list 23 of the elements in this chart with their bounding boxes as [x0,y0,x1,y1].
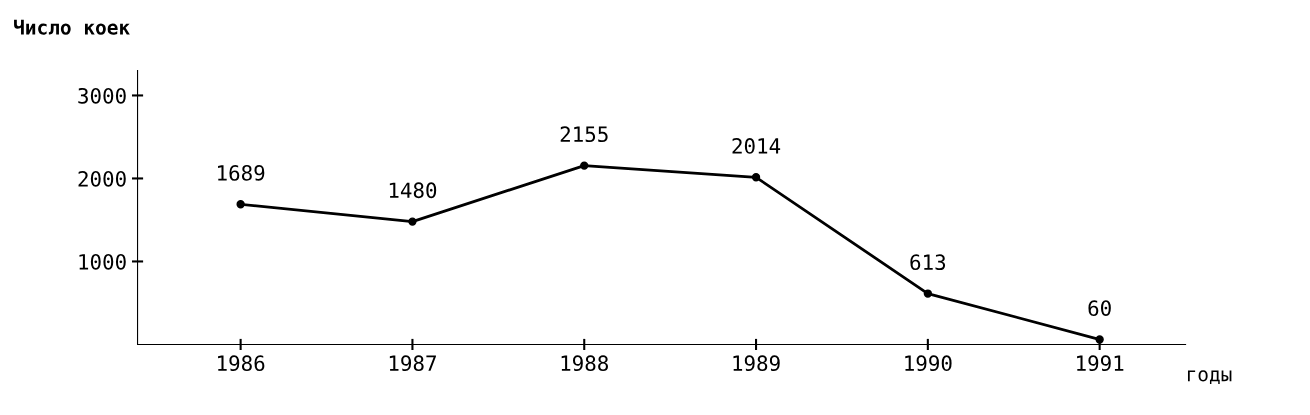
y-axis-title: Число коек [14,19,130,35]
point [236,200,245,209]
point [923,289,933,298]
y-tick-label: 1000 [79,253,126,270]
data-label: 60 [1088,300,1111,316]
data-label: 2014 [732,138,781,154]
point [1095,335,1104,344]
data-label: 2155 [560,126,608,143]
data-label: 1480 [389,182,437,199]
x-tick-label: 1988 [561,355,608,372]
data-label: 613 [910,254,946,271]
x-axis-title: годы [1187,370,1232,384]
x-tick-label: 1990 [905,355,952,372]
point [751,173,761,182]
point [580,161,589,170]
data-label: 1689 [218,165,265,181]
x-tick-label: 1991 [1077,355,1124,372]
y-tick-label: 3000 [78,87,126,104]
x-tick-label: 1989 [733,355,780,372]
point [408,217,417,226]
y-tick-label: 2000 [78,170,126,187]
x-tick-label: 1987 [389,355,436,372]
x-tick-label: 1986 [218,355,265,372]
